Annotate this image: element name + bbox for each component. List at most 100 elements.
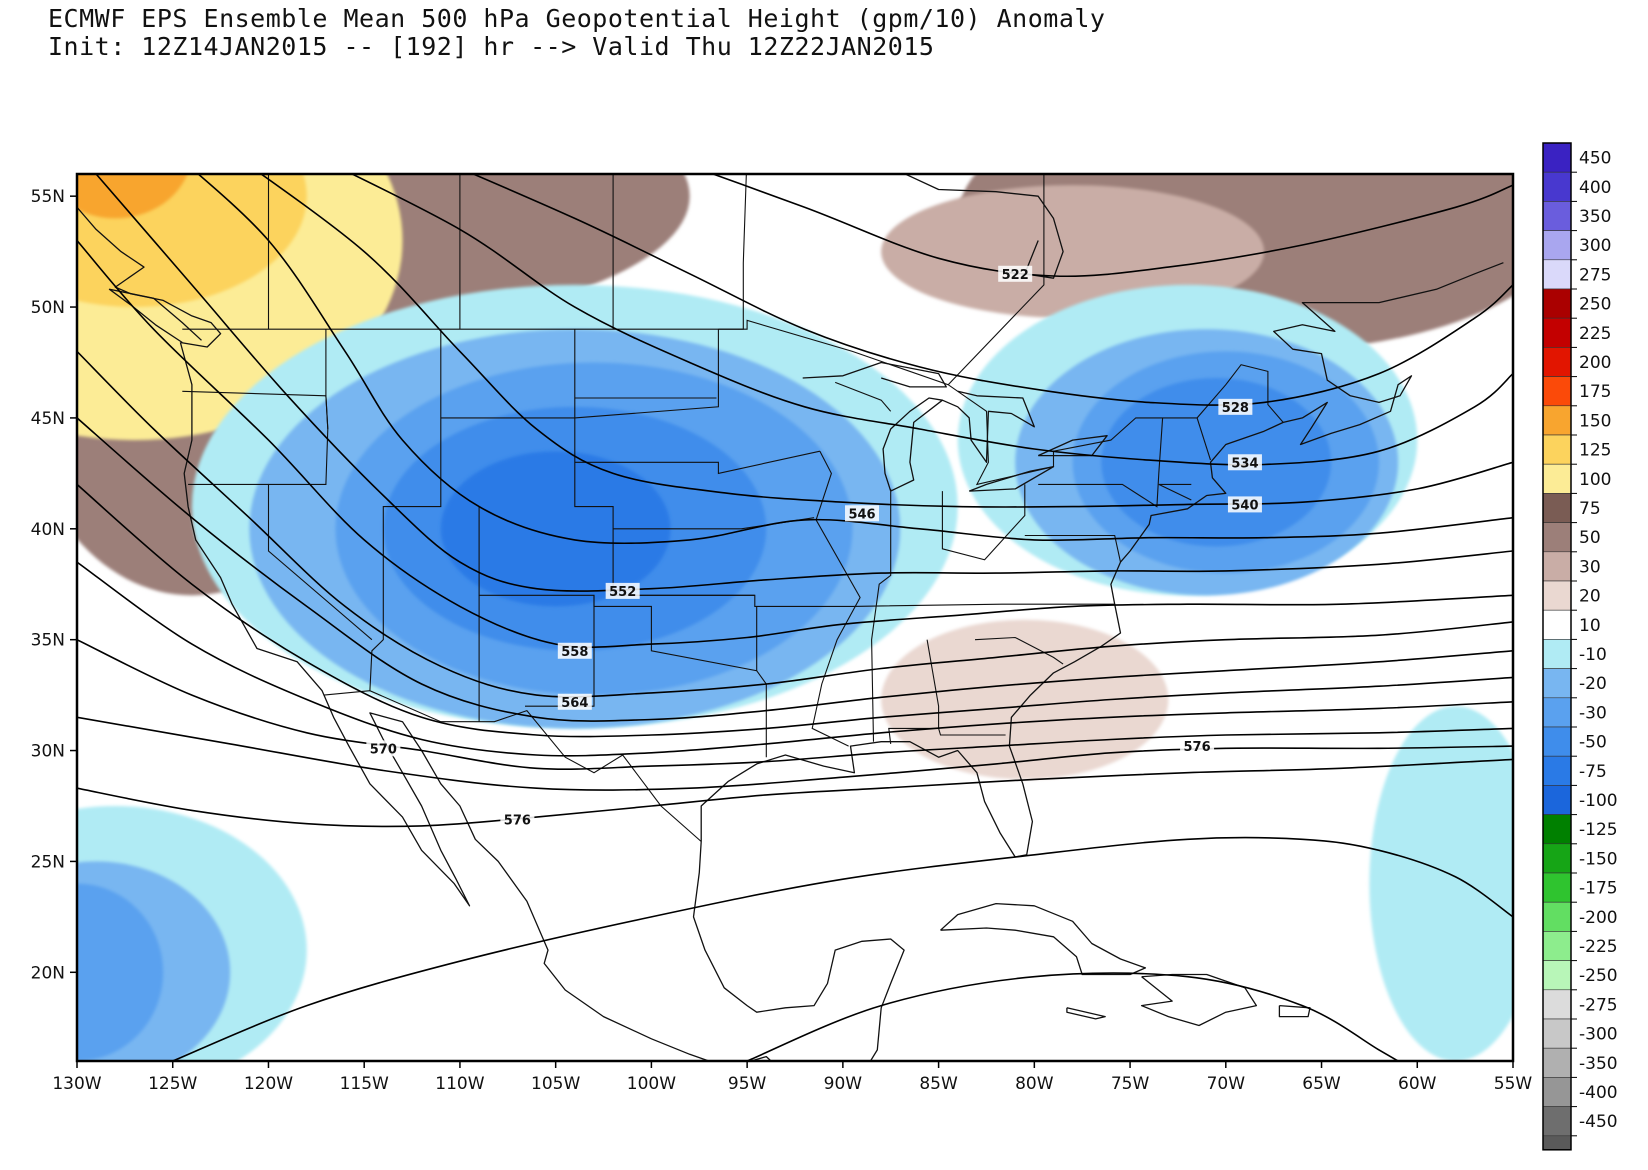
lon-tick-label: 105W [531, 1074, 580, 1094]
anomaly-region [77, 883, 164, 1061]
contour-label-bg [1227, 454, 1262, 471]
political-border [1024, 534, 1122, 563]
political-border [835, 381, 892, 412]
anomaly-region [881, 619, 1169, 780]
colorbar-swatch [1542, 785, 1572, 815]
coastline [108, 288, 202, 344]
anomaly-region [1369, 706, 1513, 1061]
coastline [940, 902, 1147, 976]
height-contour [77, 417, 1513, 722]
contour-label: 552 [609, 585, 636, 600]
colorbar-swatch [1542, 551, 1572, 582]
colorbar-label: 10 [1579, 616, 1601, 636]
chart-subtitle: Init: 12Z14JAN2015 -- [192] hr --> Valid… [48, 32, 935, 61]
lat-tick-label: 25N [31, 852, 65, 872]
contour-label: 522 [1002, 268, 1029, 283]
colorbar-swatch [1542, 989, 1572, 1020]
colorbar-swatch [1542, 872, 1572, 903]
height-contour [77, 716, 1513, 791]
political-border [323, 690, 702, 842]
colorbar-label: -400 [1579, 1083, 1618, 1103]
colorbar-swatch [1542, 668, 1572, 699]
coastline [1278, 1004, 1311, 1018]
contour-label-bg [605, 582, 640, 599]
colorbar-swatch [1542, 347, 1572, 377]
colorbar-label: 20 [1579, 587, 1601, 607]
political-border [947, 174, 1045, 386]
colorbar-swatch [1542, 1077, 1572, 1107]
political-border [1158, 483, 1192, 501]
contour-label: 534 [1231, 456, 1258, 471]
colorbar-label: 300 [1579, 236, 1611, 256]
lat-tick-label: 40N [31, 520, 65, 540]
colorbar-swatch [1542, 317, 1572, 348]
political-border [574, 450, 821, 475]
contour-label: 558 [561, 645, 588, 660]
height-contour [77, 483, 1513, 738]
coastline [692, 841, 905, 1061]
colorbar-label: -275 [1579, 995, 1618, 1015]
anomaly-region [881, 185, 1265, 319]
political-border [182, 319, 1284, 486]
lon-tick-label: 100W [627, 1074, 676, 1094]
height-contour [746, 972, 1399, 1061]
colorbar: 450 400 350 300 275 250 225 200 175 150 125 100 75 50… [1542, 142, 1618, 1151]
political-border [440, 329, 719, 419]
colorbar-label: 30 [1579, 557, 1601, 577]
contour-label-bg [557, 693, 592, 710]
colorbar-swatch [1542, 755, 1572, 786]
height-contour [95, 174, 1513, 592]
height-contour [77, 561, 1513, 757]
coastline [700, 262, 1504, 858]
lon-tick-label: 90W [824, 1074, 863, 1094]
colorbar-swatch [1542, 1047, 1572, 1078]
contour-label-bg [845, 505, 880, 522]
colorbar-swatch [1542, 142, 1572, 173]
colorbar-swatch [1542, 259, 1572, 290]
political-border [871, 488, 892, 742]
colorbar-swatch [1542, 931, 1572, 961]
coastline [1037, 435, 1108, 457]
colorbar-swatch [1542, 580, 1572, 611]
colorbar-swatch [1542, 609, 1572, 640]
political-border [1038, 417, 1164, 508]
lon-tick-label: 115W [340, 1074, 389, 1094]
colorbar-swatch [1542, 522, 1572, 553]
colorbar-swatch [1542, 814, 1572, 845]
colorbar-label: -225 [1579, 937, 1618, 957]
political-border [941, 484, 1026, 561]
colorbar-swatch [1542, 639, 1572, 669]
lon-tick-label: 120W [244, 1074, 293, 1094]
coastline [802, 361, 947, 388]
colorbar-swatch [1542, 493, 1572, 523]
colorbar-label: -175 [1579, 879, 1618, 899]
height-contours [77, 174, 1513, 1061]
colorbar-label: -450 [1579, 1112, 1618, 1132]
colorbar-label: -300 [1579, 1025, 1618, 1045]
lat-tick-label: 50N [31, 298, 65, 318]
colorbar-swatch [1542, 697, 1572, 728]
coastline [1066, 1007, 1106, 1020]
contour-label-bg [998, 265, 1033, 282]
lon-tick-label: 130W [52, 1074, 101, 1094]
coastline [1140, 973, 1258, 1027]
contour-label-bg [1218, 398, 1253, 415]
axis-ticks: 55N 50N 45N 40N 35N 30N 25N 20N 130W 125W 120W 115W… [31, 187, 1533, 1094]
lon-tick-label: 75W [1111, 1074, 1150, 1094]
colorbar-label: -30 [1579, 703, 1607, 723]
lat-tick-label: 55N [31, 187, 65, 207]
colorbar-label: 75 [1579, 499, 1601, 519]
colorbar-label: -50 [1579, 733, 1607, 753]
colorbar-label: 250 [1579, 295, 1611, 315]
contour-label: 528 [1222, 401, 1249, 416]
coastline [179, 342, 773, 1061]
height-contour [77, 758, 1513, 828]
political-border [938, 728, 1006, 736]
colorbar-label: -350 [1579, 1054, 1618, 1074]
coastline [882, 397, 944, 492]
colorbar-label: 50 [1579, 528, 1601, 548]
colorbar-label: -75 [1579, 762, 1607, 782]
contour-label-bg [1180, 738, 1215, 755]
colorbar-label: -125 [1579, 820, 1618, 840]
lon-tick-label: 80W [1015, 1074, 1054, 1094]
